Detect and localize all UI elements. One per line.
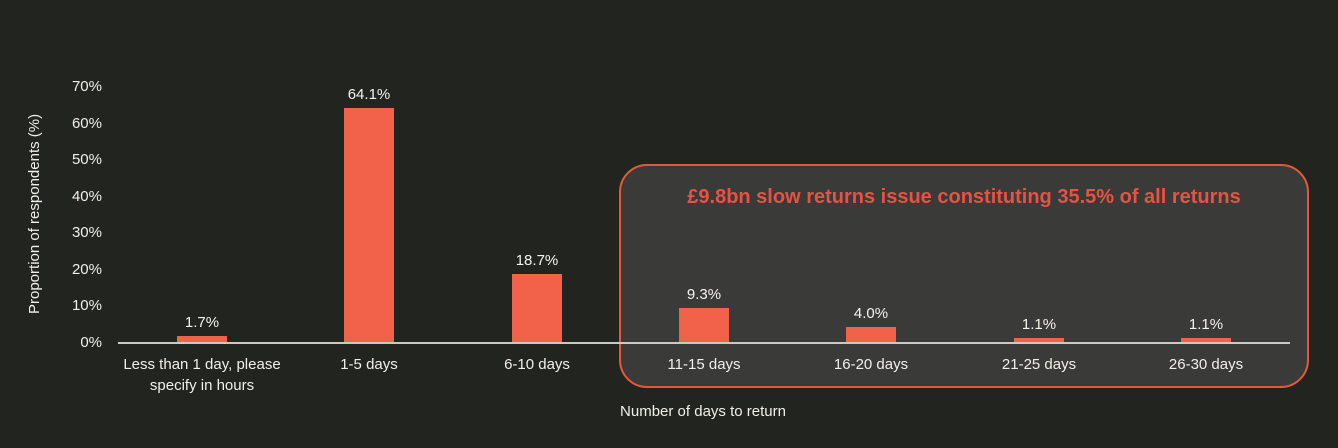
y-tick-label: 50% <box>71 151 102 169</box>
y-tick-label: 60% <box>71 114 102 132</box>
x-axis-line <box>118 342 1290 344</box>
y-tick-label: 70% <box>71 78 102 95</box>
bar-value-label: 18.7% <box>515 252 559 269</box>
x-tick-label: Less than 1 day, please specify in hours <box>123 356 281 394</box>
bar-value-label: 4.0% <box>853 305 889 322</box>
x-tick-label: 16-20 days <box>833 356 909 373</box>
x-axis-title: Number of days to return <box>620 403 786 420</box>
bar-value-label: 1.1% <box>1188 316 1224 333</box>
bar-value-label: 9.3% <box>686 286 722 303</box>
bar-value-label: 64.1% <box>347 86 391 103</box>
bar <box>679 308 729 342</box>
annotation-box: £9.8bn slow returns issue constituting 3… <box>619 164 1309 388</box>
y-tick-label: 40% <box>71 187 102 205</box>
x-tick-label: 11-15 days <box>667 356 741 373</box>
x-tick-label: 6-10 days <box>504 356 570 373</box>
x-tick-label: 1-5 days <box>340 356 398 373</box>
y-tick-label: 0% <box>80 334 102 351</box>
bar <box>1181 338 1231 342</box>
annotation-label: £9.8bn slow returns issue constituting 3… <box>687 186 1241 208</box>
bar <box>344 108 394 342</box>
bar-value-label: 1.1% <box>1021 316 1057 333</box>
bar <box>177 336 227 342</box>
bar <box>512 274 562 342</box>
bar-value-label: 1.7% <box>184 314 220 331</box>
bar <box>846 327 896 342</box>
y-tick-label: 10% <box>71 297 102 315</box>
x-tick-label: 26-30 days <box>1168 356 1244 373</box>
bar <box>1014 338 1064 342</box>
y-tick-label: 20% <box>71 260 102 278</box>
x-tick-label: 21-25 days <box>1001 356 1077 373</box>
y-tick-label: 30% <box>71 224 102 242</box>
